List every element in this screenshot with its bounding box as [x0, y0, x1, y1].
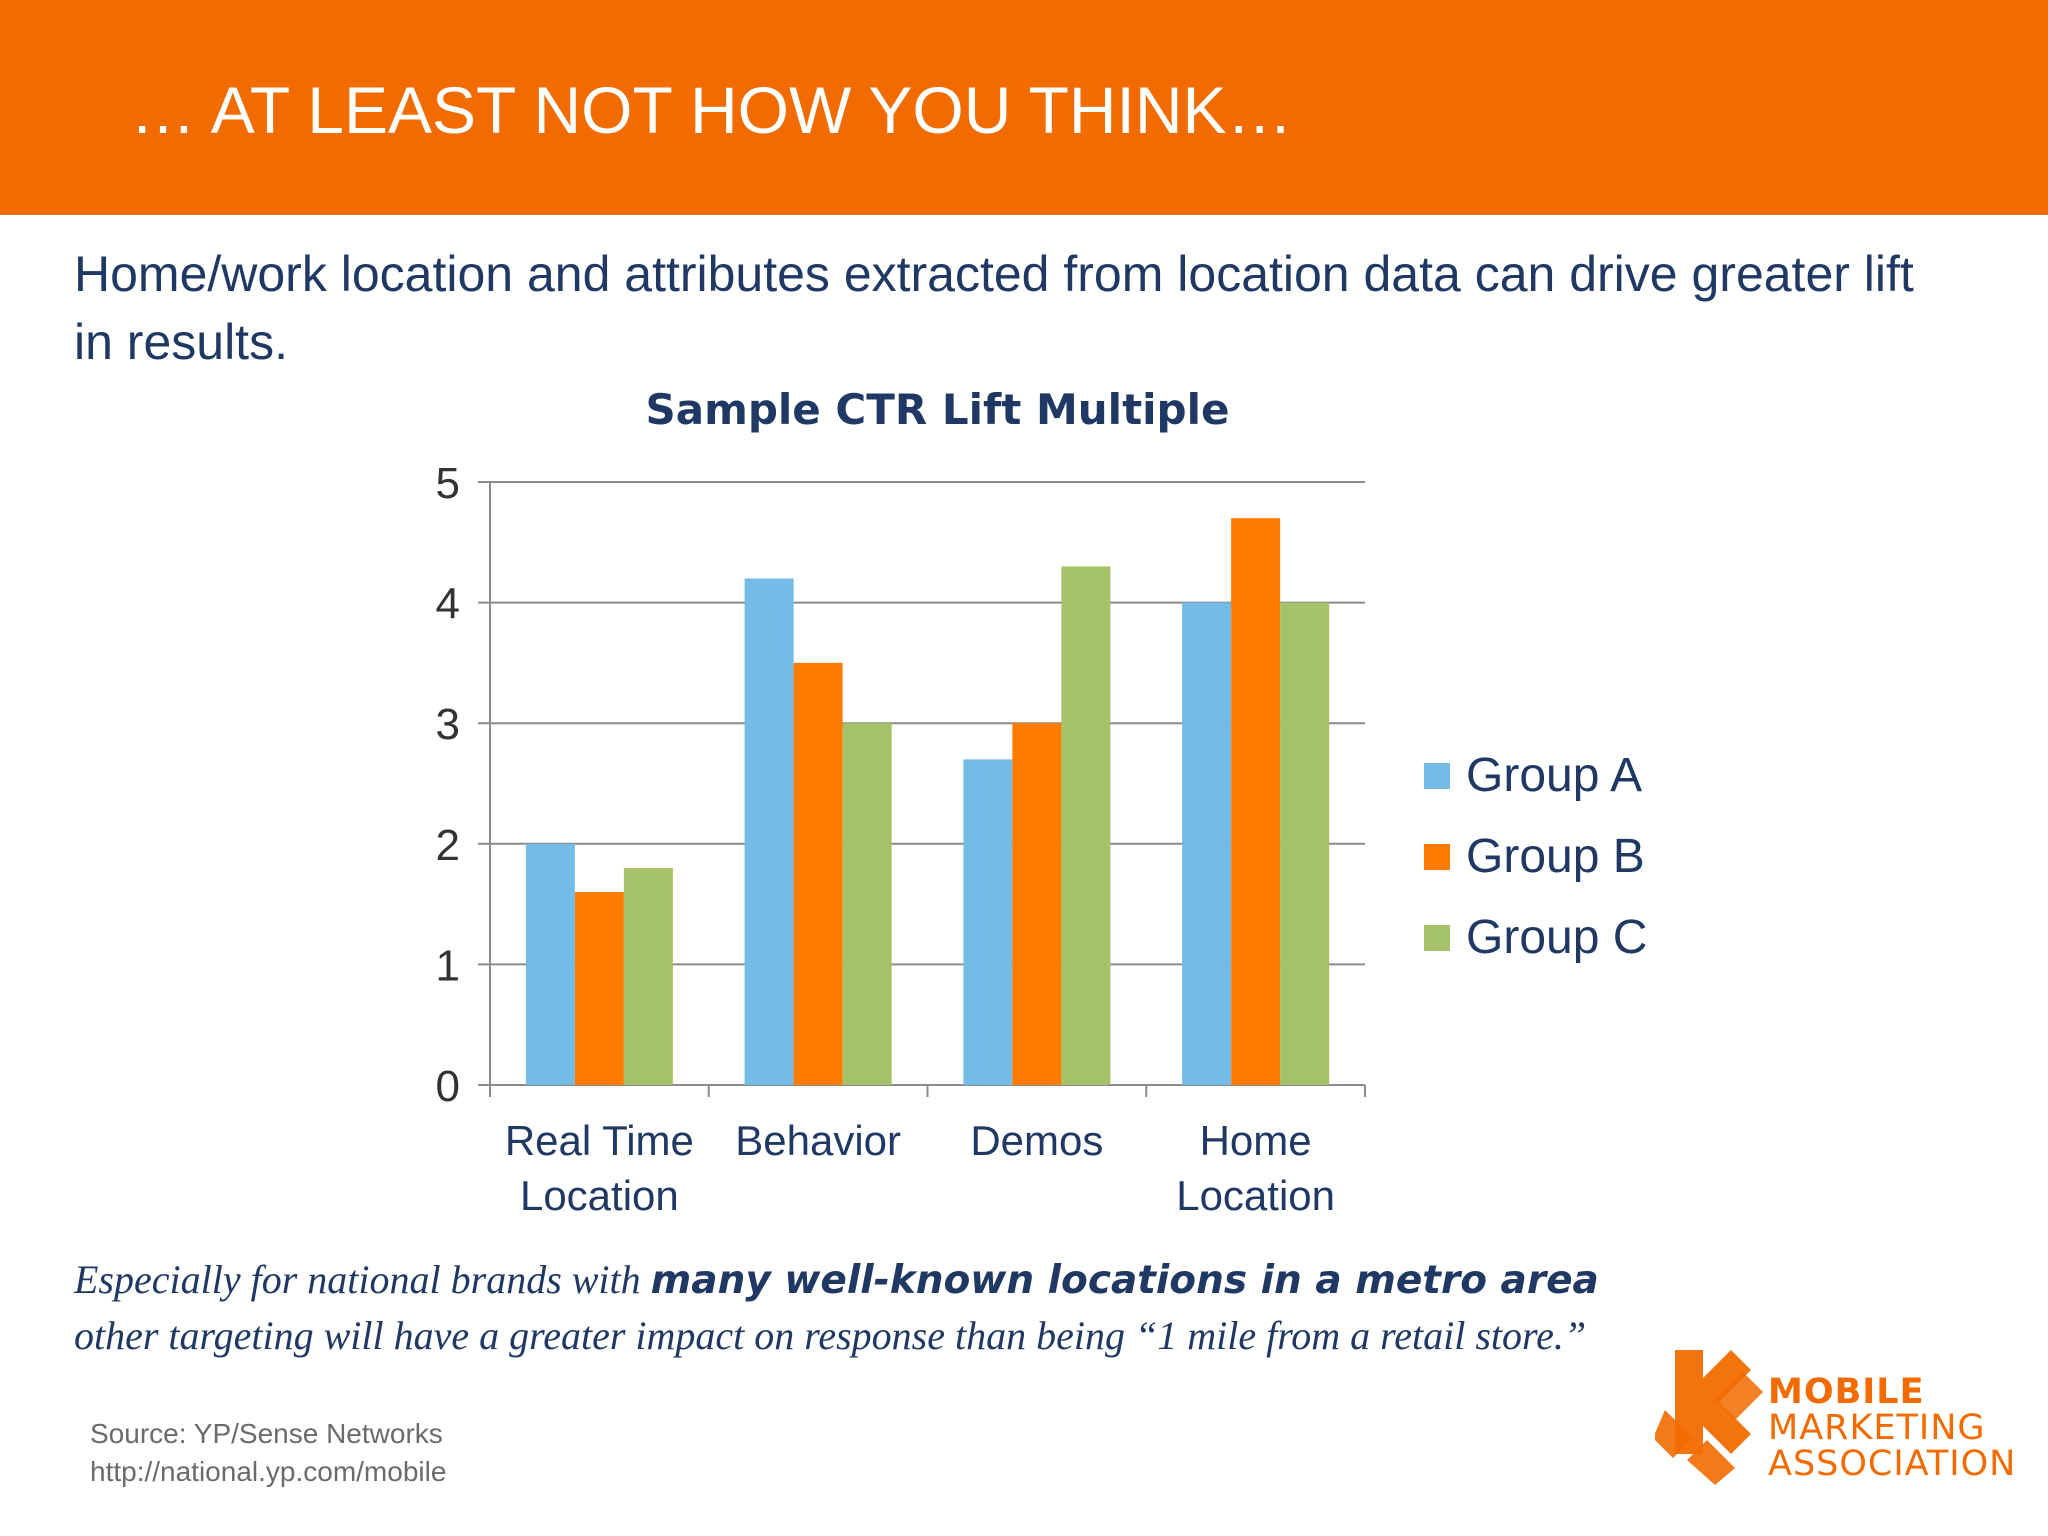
bar-group-c [1061, 566, 1111, 1085]
legend-item-group-c: Group C [1424, 897, 1647, 978]
x-category-label-line: Location [1176, 1172, 1335, 1219]
footnote-part2: other targeting will have a greater impa… [74, 1313, 1587, 1358]
footnote-text: Especially for national brands with many… [74, 1252, 1774, 1363]
mma-logo-icon [1655, 1350, 1763, 1485]
x-category-label-line: Demos [970, 1117, 1103, 1164]
y-tick-label: 5 [436, 459, 460, 508]
bar-group-b [1231, 518, 1281, 1085]
bar-group-a [963, 759, 1013, 1085]
y-tick-label: 2 [436, 821, 460, 870]
bar-group-a [1182, 602, 1232, 1085]
header-bar: … AT LEAST NOT HOW YOU THINK… [0, 0, 2048, 215]
slide-subtitle: Home/work location and attributes extrac… [74, 246, 1914, 370]
x-category-label-line: Behavior [735, 1117, 901, 1164]
legend-label: Group A [1466, 749, 1643, 802]
legend-swatch-group-b [1424, 843, 1450, 870]
footnote-emphasis: many well-known locations in a metro are… [650, 1258, 1599, 1303]
bar-group-a [525, 843, 575, 1085]
x-category-label: Behavior [735, 1117, 901, 1164]
bar-group-b [574, 892, 624, 1085]
legend-label: Group C [1466, 911, 1648, 964]
source-citation: Source: YP/Sense Networks http://nationa… [90, 1415, 446, 1491]
legend-item-group-b: Group B [1424, 816, 1647, 897]
x-category-label-line: Home [1200, 1117, 1312, 1164]
chart-title: Sample CTR Lift Multiple [645, 385, 1230, 434]
bar-group-a [744, 578, 794, 1085]
footnote-part1: Especially for national brands with [74, 1257, 651, 1302]
x-category-label-line: Location [520, 1172, 679, 1219]
y-tick-label: 4 [436, 580, 460, 629]
y-tick-label: 0 [436, 1062, 460, 1111]
x-category-label-line: Real Time [505, 1117, 694, 1164]
source-line: Source: YP/Sense Networks [90, 1418, 443, 1449]
legend-item-group-a: Group A [1424, 735, 1647, 816]
legend-swatch-group-a [1424, 762, 1450, 789]
bar-group-c [842, 723, 892, 1085]
slide-title: … AT LEAST NOT HOW YOU THINK… [130, 73, 1293, 147]
x-category-label: Real Time Location [505, 1117, 694, 1219]
logo-line-2: MARKETING [1768, 1408, 1986, 1448]
bar-group-c [623, 867, 673, 1085]
logo-wordmark: MOBILE MARKETING ASSOCIATION [1768, 1374, 2016, 1482]
bar-group-b [793, 662, 843, 1085]
x-category-label: Demos [970, 1117, 1103, 1164]
bar-group-b [1012, 723, 1062, 1085]
y-tick-label: 1 [436, 941, 460, 990]
source-url: http://national.yp.com/mobile [90, 1456, 447, 1487]
legend-label: Group B [1466, 830, 1645, 883]
logo-line-3: ASSOCIATION [1768, 1444, 2017, 1484]
logo-line-1: MOBILE [1768, 1372, 1925, 1412]
x-category-label: Home Location [1176, 1117, 1335, 1219]
legend-swatch-group-c [1424, 924, 1450, 951]
y-tick-label: 3 [436, 700, 460, 749]
bar-group-c [1280, 602, 1330, 1085]
chart-legend: Group A Group B Group C [1424, 735, 1647, 978]
